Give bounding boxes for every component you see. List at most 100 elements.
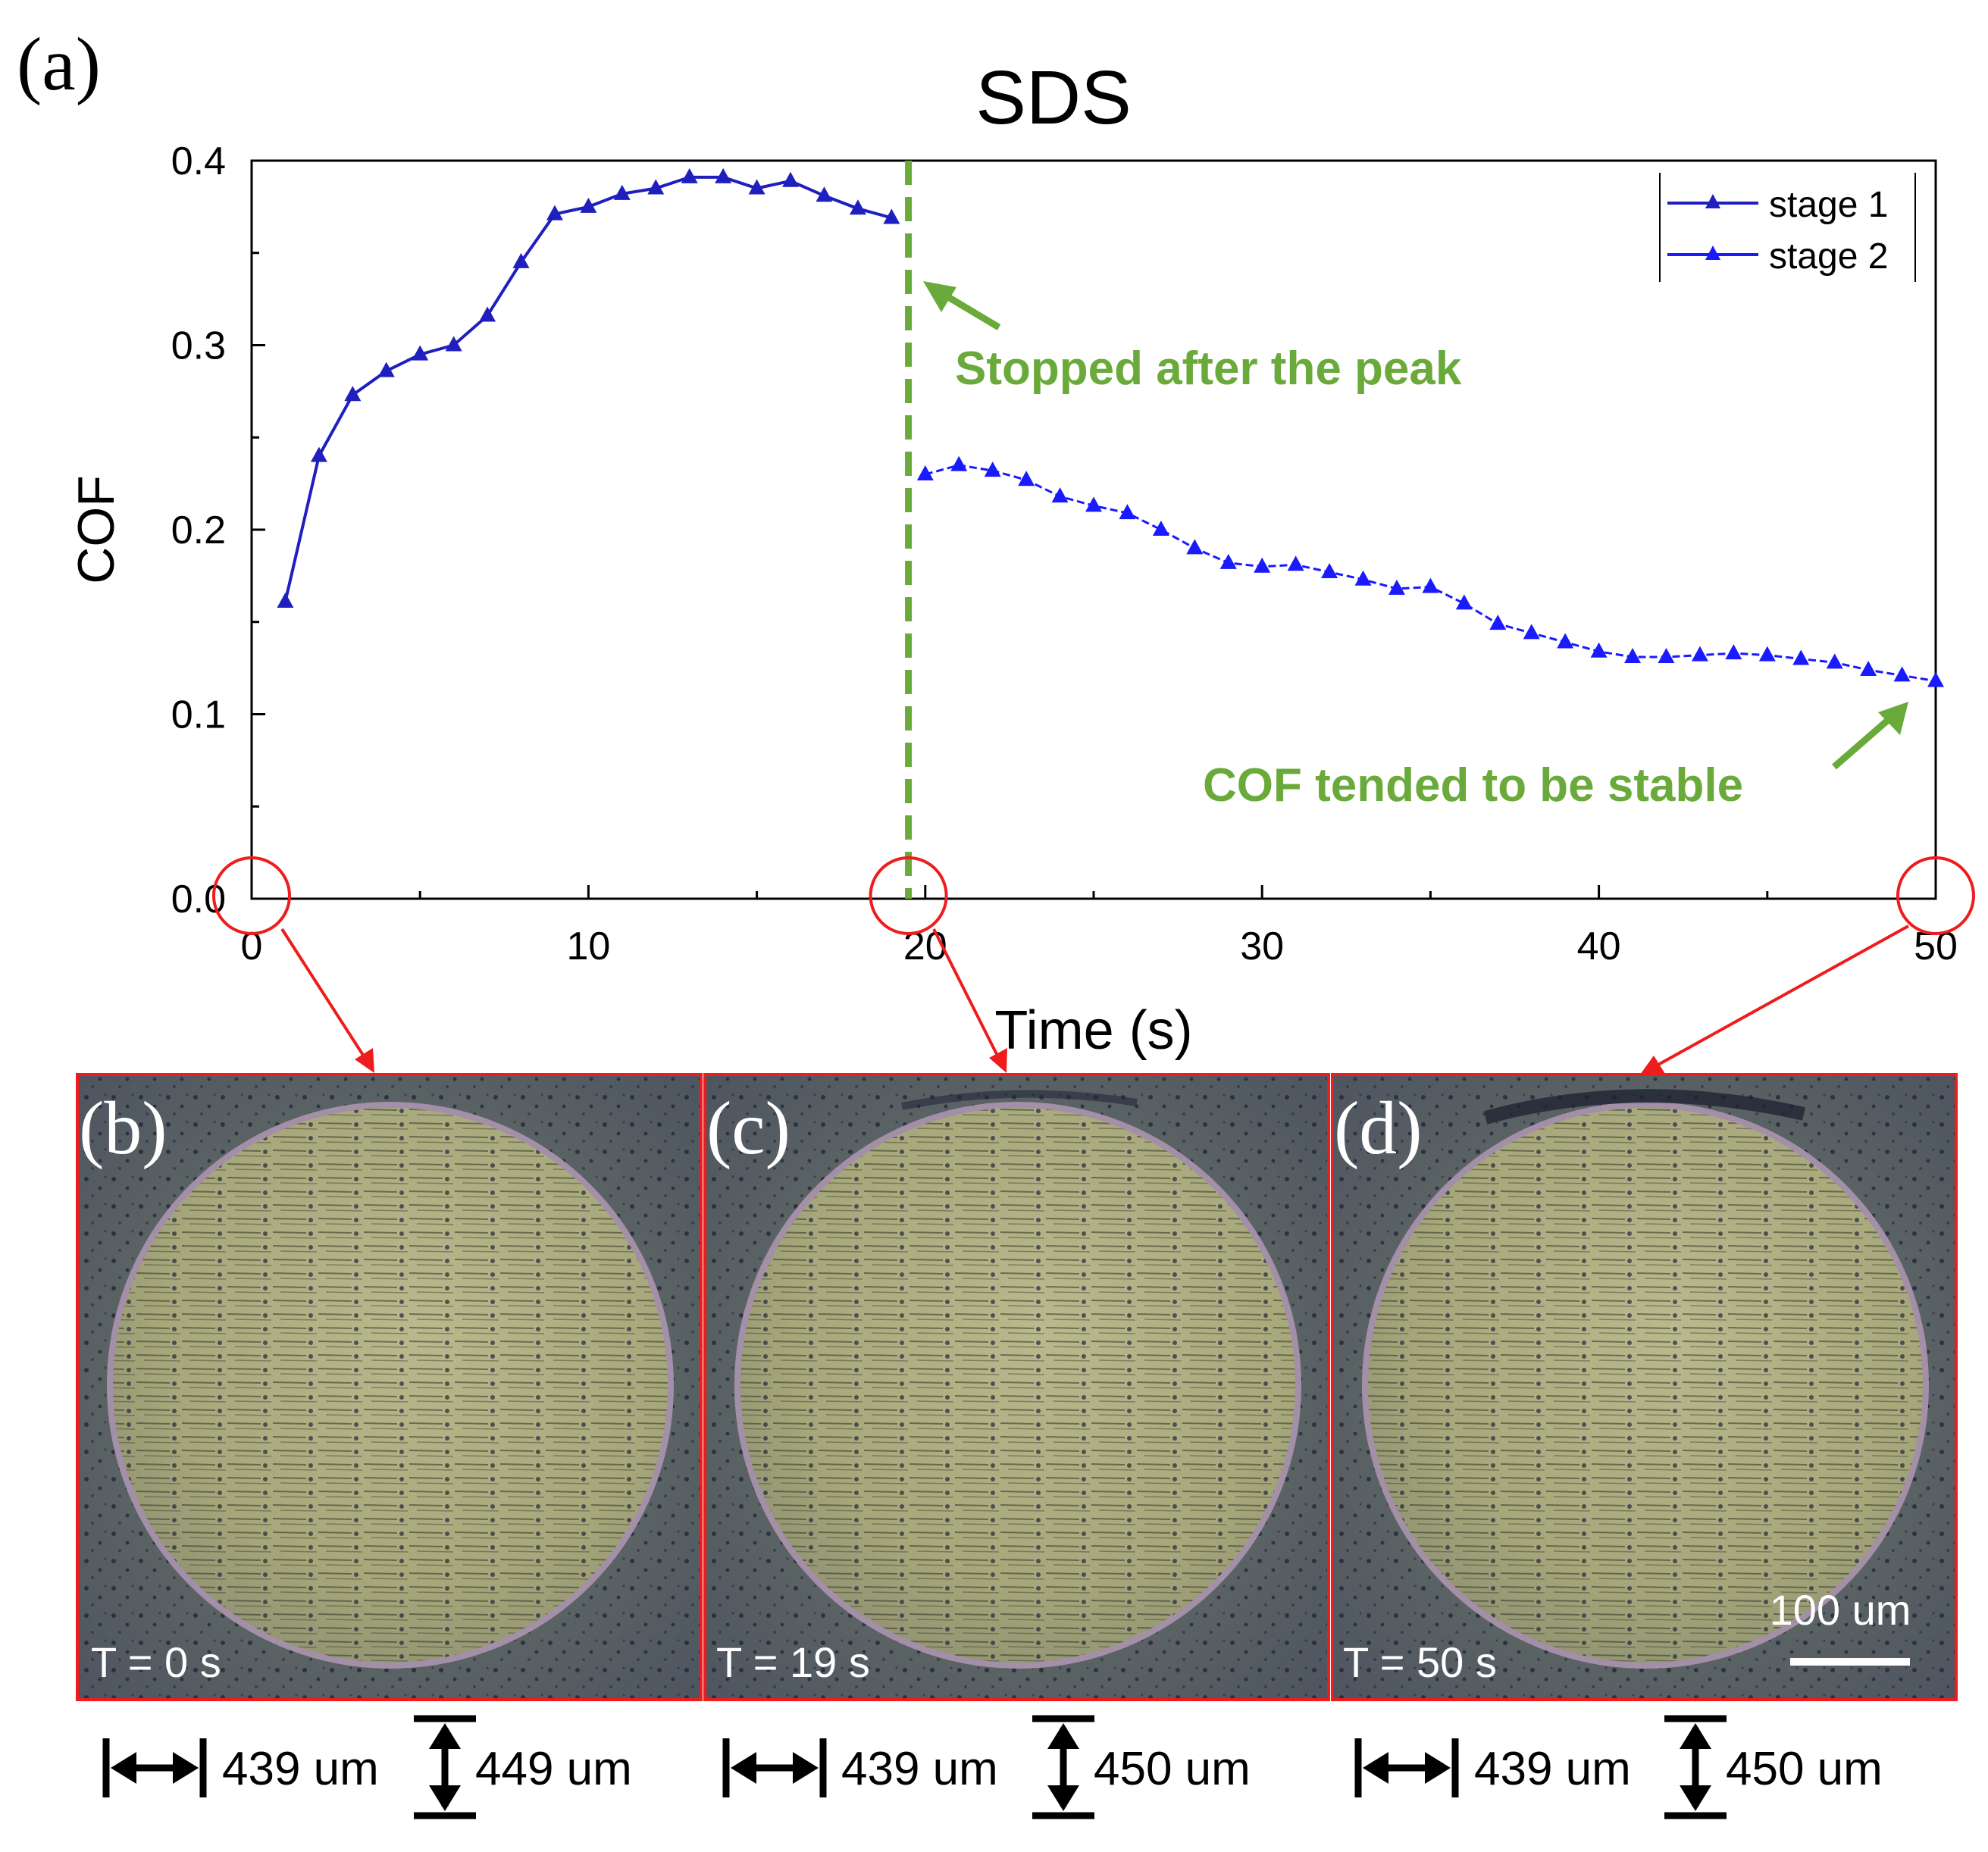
y-tick-label: 0.3: [171, 324, 226, 368]
data-point: [748, 179, 765, 195]
scale-bar-label: 100 um: [1770, 1586, 1911, 1634]
annotation-stable-arrow: [1832, 702, 1908, 770]
data-point: [916, 465, 934, 480]
data-point: [445, 336, 462, 352]
data-point: [580, 197, 597, 213]
panel-b-time: T = 0 s: [91, 1638, 221, 1686]
data-point: [1725, 644, 1742, 660]
x-axis: 0 10 20 30 40 50: [241, 885, 1958, 968]
data-point: [1321, 563, 1338, 579]
height-value: 449 um: [475, 1743, 632, 1795]
x-tick-label: 0: [241, 924, 263, 968]
data-point: [1422, 577, 1439, 593]
data-point: [681, 167, 698, 183]
panel-d: (d) T = 50 s 100 um: [1331, 1073, 1958, 1701]
x-axis-label: Time (s): [994, 1000, 1192, 1061]
y-axis-label: COF: [67, 475, 125, 584]
data-point: [950, 455, 968, 471]
legend-marker-stage2: [1705, 246, 1720, 260]
data-point: [1927, 671, 1944, 687]
data-point: [1826, 653, 1843, 669]
micrograph-b: [77, 1075, 701, 1700]
data-point: [310, 446, 327, 462]
series-layer: [277, 167, 1944, 687]
data-point: [1287, 555, 1304, 571]
data-point: [1624, 648, 1642, 664]
legend: stage 1 stage 2: [1659, 173, 1916, 282]
width-value: 439 um: [222, 1743, 379, 1795]
highlight-circle-start: [212, 856, 291, 935]
dimensions-d: 439 um 450 um: [1354, 1715, 1883, 1819]
data-point: [1219, 553, 1237, 569]
panel-d-label: (d): [1334, 1086, 1423, 1170]
series-line: [283, 175, 892, 602]
width-arrow-icon: [102, 1738, 207, 1797]
data-point: [1455, 594, 1473, 610]
y-tick-label: 0.4: [171, 139, 226, 183]
width-value: 439 um: [841, 1743, 998, 1795]
highlight-arrow-b: [280, 928, 374, 1073]
x-tick-label: 10: [566, 924, 610, 968]
data-point: [1523, 624, 1540, 640]
data-point: [1792, 649, 1810, 665]
data-point: [1893, 666, 1911, 682]
y-tick-label: 0.1: [171, 693, 226, 737]
x-tick-label: 20: [903, 924, 947, 968]
data-point: [816, 186, 833, 202]
legend-label-stage2: stage 2: [1769, 236, 1888, 277]
data-point: [883, 208, 900, 224]
data-point: [512, 252, 530, 268]
panel-c-time: T = 19 s: [716, 1638, 870, 1686]
legend-marker-stage1: [1705, 194, 1720, 208]
data-point: [849, 199, 866, 215]
panel-a-label: (a): [17, 22, 101, 106]
data-point: [277, 592, 294, 608]
data-point: [984, 461, 1001, 477]
data-point: [1085, 496, 1102, 512]
data-point: [1152, 521, 1169, 536]
data-point: [1354, 570, 1372, 586]
height-value: 450 um: [1726, 1743, 1883, 1795]
data-point: [1018, 471, 1035, 486]
series-1: [277, 167, 900, 608]
data-point: [782, 171, 800, 187]
annotation-stopped-arrow: [923, 281, 1001, 330]
panel-b-label: (b): [79, 1086, 167, 1170]
x-tick-label: 40: [1577, 924, 1621, 968]
width-value: 439 um: [1474, 1743, 1631, 1795]
width-arrow-icon: [1354, 1738, 1459, 1797]
highlight-circle-stop: [869, 856, 948, 935]
y-axis: 0.00.10.20.30.4: [171, 139, 265, 921]
annotation-stopped: Stopped after the peak: [955, 343, 1462, 395]
height-value: 450 um: [1094, 1743, 1251, 1795]
data-point: [1186, 539, 1204, 555]
annotation-stable: COF tended to be stable: [1203, 759, 1743, 812]
legend-label-stage1: stage 1: [1769, 185, 1888, 225]
data-point: [647, 179, 665, 195]
data-point: [715, 167, 732, 183]
data-point: [1590, 642, 1608, 658]
dimensions-b: 439 um 449 um: [102, 1715, 632, 1819]
data-point: [1691, 646, 1708, 662]
highlight-layer: [212, 856, 1975, 1075]
micrograph-c: [705, 1075, 1329, 1700]
data-point: [546, 205, 563, 221]
series-2: [916, 455, 1944, 687]
height-arrow-icon: [1032, 1715, 1094, 1819]
panel-d-time: T = 50 s: [1343, 1638, 1497, 1686]
data-point: [1658, 648, 1675, 664]
micrograph-d: [1332, 1075, 1956, 1700]
data-point: [377, 361, 395, 377]
highlight-circle-end: [1896, 856, 1975, 935]
data-point: [479, 306, 496, 322]
dimensions-c: 439 um 450 um: [722, 1715, 1251, 1819]
data-point: [1860, 661, 1877, 677]
data-point: [613, 184, 631, 200]
data-point: [344, 386, 362, 402]
panel-c-label: (c): [706, 1086, 791, 1170]
scale-bar: [1790, 1658, 1910, 1666]
data-point: [412, 345, 429, 361]
series-line: [925, 464, 1936, 683]
highlight-arrow-c: [932, 928, 1007, 1073]
